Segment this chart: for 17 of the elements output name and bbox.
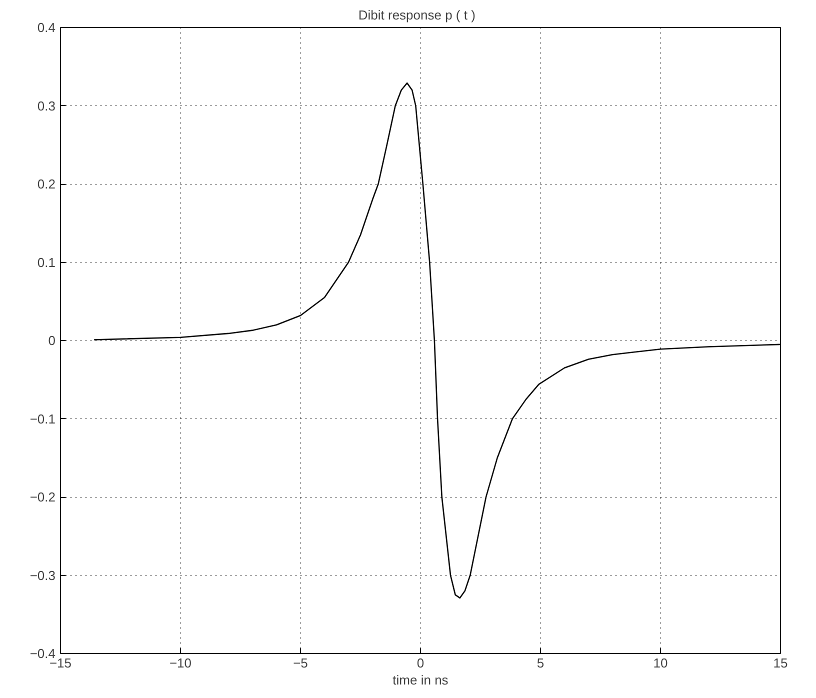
y-tick-label: 0: [48, 333, 56, 348]
y-tick-label: −0.1: [30, 411, 56, 426]
x-tick-label: −5: [293, 656, 308, 670]
y-tick-label: −0.2: [30, 490, 56, 504]
x-tick-label: 15: [773, 656, 788, 670]
y-tick-label: −0.4: [30, 646, 56, 661]
x-tick-label: −10: [169, 656, 192, 670]
y-tick-label: 0.2: [37, 176, 56, 192]
y-tick-label: 0.4: [37, 20, 56, 35]
x-axis-title: time in ns: [392, 672, 449, 688]
y-tick-label: −0.3: [30, 568, 56, 583]
chart-title: Dibit response p ( t ): [358, 8, 476, 22]
x-tick-label: 5: [536, 656, 544, 670]
y-tick-label: 0.3: [37, 98, 56, 114]
y-tick-label: 0.1: [37, 254, 56, 270]
x-tick-label: 10: [653, 656, 668, 670]
x-tick-label: 0: [416, 656, 424, 670]
